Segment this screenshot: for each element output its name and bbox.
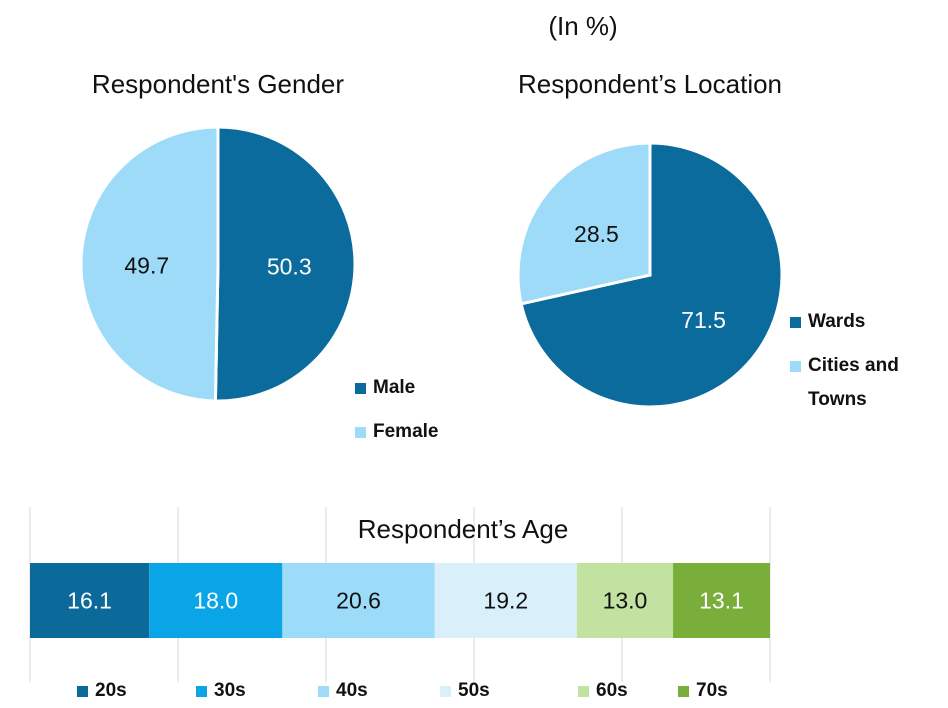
bar-segment [576, 563, 674, 638]
legend-label: 50s [458, 680, 490, 701]
legend-swatch [678, 686, 689, 697]
legend-item: 50s [440, 674, 490, 708]
pie-slice [79, 125, 220, 403]
legend-swatch [196, 686, 207, 697]
legend-swatch [77, 686, 88, 697]
legend-item: Wards [790, 305, 940, 339]
pie-slice [516, 141, 652, 306]
legend-label: Male [373, 377, 416, 398]
pie-slice [213, 125, 357, 403]
legend-label: 20s [95, 680, 127, 701]
legend-item: Female [355, 415, 475, 449]
bar-segment [434, 563, 577, 638]
legend-item: 20s [77, 674, 127, 708]
data-label: 50.3 [267, 254, 312, 280]
legend-item: Cities and Towns [790, 349, 940, 417]
bar-segment [673, 563, 770, 638]
legend-label: 70s [696, 680, 728, 701]
legend-swatch [355, 383, 366, 394]
legend-swatch [790, 317, 801, 328]
legend-label: Cities and Towns [808, 355, 899, 410]
legend-swatch [440, 686, 451, 697]
legend-swatch [578, 686, 589, 697]
legend-label: Wards [808, 311, 866, 332]
legend-item: Male [355, 371, 475, 405]
data-label: 20.6 [336, 588, 381, 614]
data-label: 19.2 [483, 588, 528, 614]
data-label: 18.0 [193, 588, 238, 614]
chart-title: Respondent’s Age [358, 514, 569, 544]
data-label: 28.5 [574, 221, 619, 247]
legend-label: 60s [596, 680, 628, 701]
data-label: 49.7 [124, 252, 169, 278]
legend-item: 30s [196, 674, 246, 708]
pie-slice [519, 141, 784, 409]
legend-label: Female [373, 421, 439, 442]
data-label: 16.1 [67, 588, 112, 614]
bar-segment [149, 563, 283, 638]
legend-swatch [790, 361, 801, 372]
data-label: 13.0 [603, 588, 648, 614]
legend-item: 60s [578, 674, 628, 708]
data-label: 71.5 [681, 307, 726, 333]
bar-segment [30, 563, 150, 638]
legend-label: 30s [214, 680, 246, 701]
legend-swatch [355, 427, 366, 438]
legend-item: 70s [678, 674, 728, 708]
chart-title: Respondent's Gender [92, 69, 344, 99]
legend-swatch [318, 686, 329, 697]
unit-label: (In %) [548, 11, 617, 41]
legend-item: 40s [318, 674, 368, 708]
bar-segment [282, 563, 435, 638]
chart-title: Respondent’s Location [518, 69, 782, 99]
data-label: 13.1 [699, 588, 744, 614]
legend-label: 40s [336, 680, 368, 701]
